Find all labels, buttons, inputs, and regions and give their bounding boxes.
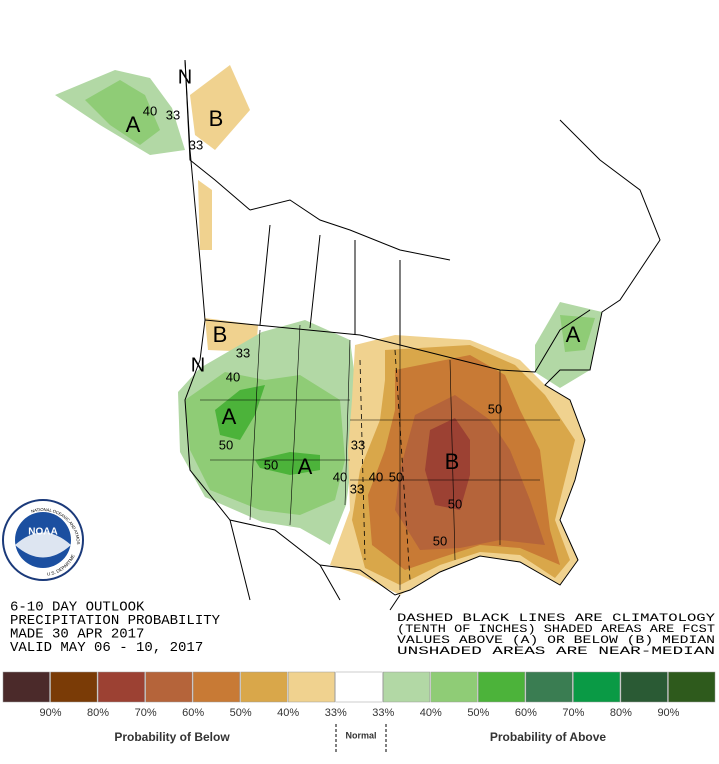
map-label: A xyxy=(222,404,237,429)
map-label: 33 xyxy=(236,345,250,360)
map-label: B xyxy=(209,106,224,131)
legend-swatch xyxy=(50,671,98,703)
legend-swatch xyxy=(335,671,383,703)
legend-label: 60% xyxy=(182,707,204,719)
shade-alaska-below xyxy=(190,65,250,150)
legend-above-title: Probability of Above xyxy=(490,730,607,744)
legend-swatch xyxy=(620,671,668,703)
legend: 90% 80% 70% 60% 50% 40% 33% 33% 40% 50% 60% 70% 80% 9… xyxy=(2,671,716,719)
legend-label: 80% xyxy=(87,707,109,719)
legend-label: 70% xyxy=(562,707,584,719)
info-line: (TENTH OF INCHES) SHADED AREAS ARE FCST xyxy=(397,624,715,636)
legend-label: 50% xyxy=(467,707,489,719)
legend-label: 33% xyxy=(372,707,394,719)
legend-label: 80% xyxy=(610,707,632,719)
state-lines xyxy=(200,324,560,590)
legend-swatch xyxy=(668,671,716,703)
legend-swatch xyxy=(145,671,193,703)
alaska-border xyxy=(184,59,251,211)
map-label: 50 xyxy=(389,469,403,484)
info-right: DASHED BLACK LINES ARE CLIMATOLOGY(TENTH… xyxy=(397,613,716,658)
shade-west-above-50b xyxy=(255,452,320,475)
logo-agency: NATIONAL OCEANIC AND ATMOSPHERIC ADMINIS… xyxy=(0,0,81,545)
climatology-line xyxy=(359,349,411,581)
map-label: A xyxy=(126,112,141,137)
logo-department: U.S. DEPARTMENT OF COMMERCE xyxy=(0,0,76,577)
legend-label: 40% xyxy=(277,707,299,719)
info-line: 6-10 DAY OUTLOOK xyxy=(10,600,145,616)
legend-swatch xyxy=(2,671,50,703)
mexico xyxy=(229,519,401,611)
climatology xyxy=(359,349,411,581)
legend-label: 50% xyxy=(230,707,252,719)
coastline xyxy=(184,59,661,596)
noaa-logo: NOAA NATIONAL OCEANIC AND ATMOSPHERIC AD… xyxy=(0,0,84,581)
map-label: 40 xyxy=(226,369,240,384)
map-label: 33 xyxy=(351,437,365,452)
shade-west-above-50a xyxy=(215,385,265,440)
map-shading xyxy=(55,65,602,595)
map-label: 50 xyxy=(433,533,447,548)
map-label: 40 xyxy=(369,469,383,484)
info-line: PRECIPITATION PROBABILITY xyxy=(10,613,221,629)
legend-swatch xyxy=(383,671,431,703)
map-label: 50 xyxy=(219,437,233,452)
map-label: 40 xyxy=(143,103,157,118)
map-label: A xyxy=(566,322,581,347)
info-line: UNSHADED AREAS ARE NEAR-MEDIAN xyxy=(397,646,715,658)
legend-label: 70% xyxy=(135,707,157,719)
map-label: 33 xyxy=(166,107,180,122)
info-line: MADE 30 APR 2017 xyxy=(10,627,144,643)
shade-east-below-70 xyxy=(425,418,470,510)
legend-label: 60% xyxy=(515,707,537,719)
shade-alaska-above-40 xyxy=(85,80,160,145)
legend-swatch xyxy=(97,671,145,703)
boundaries xyxy=(184,59,661,611)
legend-swatch xyxy=(478,671,526,703)
legend-label: 90% xyxy=(657,707,679,719)
info-line: VALUES ABOVE (A) OR BELOW (B) MEDIAN xyxy=(397,635,715,647)
map-label: N xyxy=(191,354,205,376)
legend-swatch xyxy=(430,671,478,703)
map-label: 33 xyxy=(350,481,364,496)
shade-westcoast-below xyxy=(198,180,212,250)
logo-name: NOAA xyxy=(28,527,57,538)
map-label: 50 xyxy=(488,401,502,416)
legend-swatch xyxy=(573,671,621,703)
legend-swatch xyxy=(287,671,335,703)
logo-bird xyxy=(15,532,71,558)
map-label: 40 xyxy=(333,469,347,484)
map-label: 33 xyxy=(189,137,203,152)
map-label: N xyxy=(178,66,192,88)
province-lines xyxy=(249,199,451,345)
legend-label: 90% xyxy=(40,707,62,719)
legend-below-title: Probability of Below xyxy=(114,730,230,744)
legend-label: 40% xyxy=(420,707,442,719)
info-line: VALID MAY 06 - 10, 2017 xyxy=(10,640,203,656)
legend-swatch xyxy=(240,671,288,703)
canada-border xyxy=(204,309,591,373)
legend-swatch xyxy=(525,671,573,703)
info-line: DASHED BLACK LINES ARE CLIMATOLOGY xyxy=(397,613,716,625)
map-label: 50 xyxy=(264,457,278,472)
map-label: 50 xyxy=(448,496,462,511)
legend-normal-title: Normal xyxy=(345,730,376,740)
map-label: A xyxy=(298,454,313,479)
legend-swatch xyxy=(192,671,240,703)
map-label: B xyxy=(213,322,228,347)
legend-label: 33% xyxy=(325,707,347,719)
map-label: B xyxy=(445,449,460,474)
